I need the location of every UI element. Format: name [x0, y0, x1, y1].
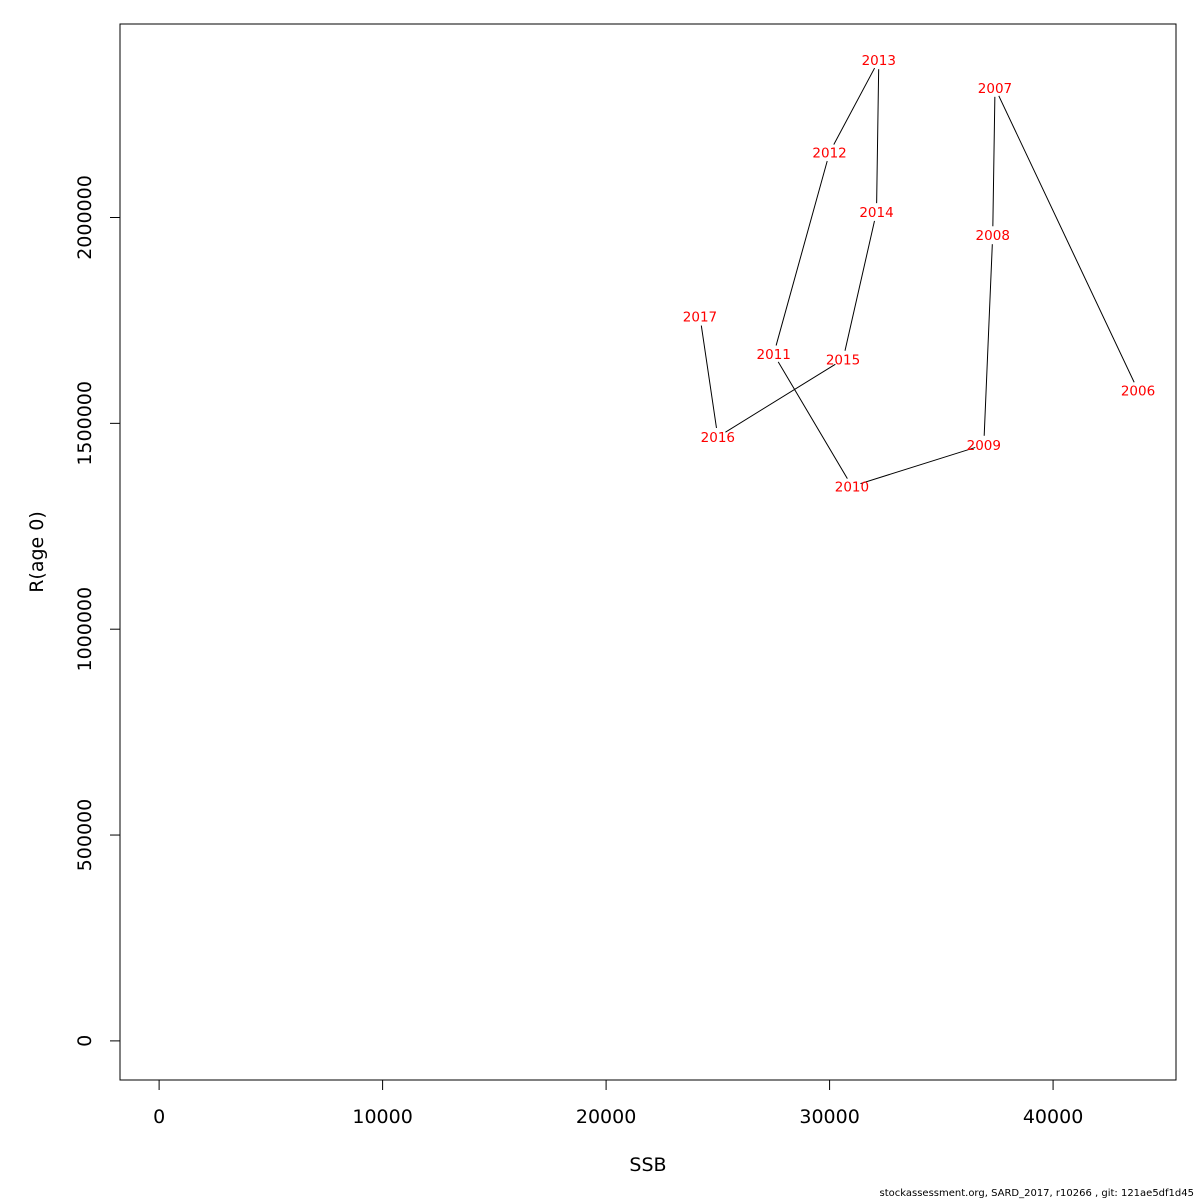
point-label: 2015 — [826, 353, 860, 369]
point-label-backdrop — [842, 477, 861, 496]
point-label: 2014 — [859, 205, 893, 221]
point-label: 2016 — [701, 430, 735, 446]
point-label: 2012 — [812, 145, 846, 161]
point-label-backdrop — [1129, 381, 1148, 400]
series-line — [699, 59, 1139, 487]
point-label: 2008 — [976, 228, 1010, 244]
y-tick-label: 2000000 — [74, 175, 96, 260]
y-tick-label: 1500000 — [74, 381, 96, 466]
point-label-backdrop — [983, 226, 1002, 245]
y-tick-label: 1000000 — [74, 587, 96, 672]
x-tick-label: 0 — [153, 1106, 165, 1128]
point-label-backdrop — [820, 143, 839, 162]
plot-frame — [119, 23, 1177, 1081]
point-label: 2013 — [862, 53, 896, 69]
y-tick-label: 500000 — [74, 799, 96, 872]
point-label-backdrop — [867, 203, 886, 222]
point-label: 2007 — [978, 81, 1012, 97]
x-tick-label: 10000 — [352, 1106, 412, 1128]
x-tick-label: 20000 — [576, 1106, 636, 1128]
point-label-backdrop — [985, 78, 1004, 97]
y-axis-title: R(age 0) — [26, 511, 48, 593]
point-label: 2017 — [683, 310, 717, 326]
point-label: 2011 — [757, 347, 791, 363]
x-axis-title: SSB — [629, 1154, 666, 1176]
point-label-backdrop — [764, 345, 783, 364]
point-label-backdrop — [690, 307, 709, 326]
point-label-backdrop — [974, 435, 993, 454]
x-tick-label: 40000 — [1023, 1106, 1083, 1128]
point-label: 2006 — [1121, 383, 1155, 399]
point-label: 2010 — [835, 479, 869, 495]
point-label-backdrop — [833, 350, 852, 369]
x-axis: 0 10000 20000 30000 40000 — [153, 1079, 1083, 1128]
point-label-backdrop — [869, 51, 888, 70]
y-axis: 0 500000 1000000 1500000 2000000 — [74, 175, 121, 1047]
y-tick-label: 0 — [74, 1035, 96, 1047]
point-label: 2009 — [967, 438, 1001, 454]
point-label-backdrop — [708, 427, 727, 446]
x-tick-label: 30000 — [799, 1106, 859, 1128]
recruitment-series: 2006 2007 2008 2009 2010 2011 2012 2013 2014 2015… — [683, 51, 1155, 496]
footer-credit: stockassessment.org, SARD_2017, r10266 ,… — [879, 1188, 1195, 1199]
